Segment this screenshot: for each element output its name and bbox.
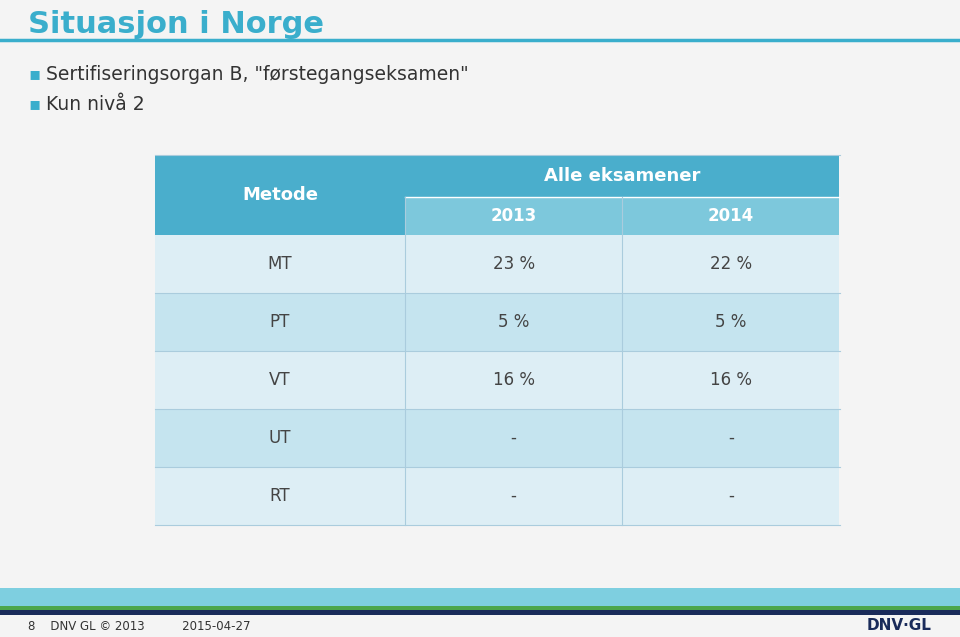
Bar: [155, 155, 405, 235]
Text: 23 %: 23 %: [492, 255, 535, 273]
Bar: [405, 409, 622, 467]
Text: 16 %: 16 %: [492, 371, 535, 389]
Text: -: -: [511, 429, 516, 447]
Bar: [405, 235, 622, 293]
Text: PT: PT: [270, 313, 290, 331]
Text: Kun nivå 2: Kun nivå 2: [46, 95, 145, 114]
Bar: [622, 409, 839, 467]
Text: -: -: [511, 487, 516, 505]
Bar: [405, 293, 622, 351]
Bar: [0, 588, 960, 606]
Text: Sertifiseringsorgan B, "førstegangseksamen": Sertifiseringsorgan B, "førstegangseksam…: [46, 65, 468, 84]
Bar: [622, 197, 839, 235]
Text: MT: MT: [268, 255, 293, 273]
Bar: [0, 610, 960, 615]
Bar: [0, 615, 960, 637]
Text: 5 %: 5 %: [498, 313, 529, 331]
Text: 2013: 2013: [491, 207, 537, 225]
Bar: [155, 351, 405, 409]
Bar: [622, 235, 839, 293]
Bar: [405, 197, 622, 235]
Bar: [155, 467, 405, 525]
Text: UT: UT: [269, 429, 291, 447]
Text: 5 %: 5 %: [715, 313, 747, 331]
Text: 8    DNV GL © 2013          2015-04-27: 8 DNV GL © 2013 2015-04-27: [28, 620, 251, 633]
Text: ▪: ▪: [28, 95, 40, 113]
Bar: [0, 606, 960, 610]
Text: RT: RT: [270, 487, 290, 505]
Text: -: -: [728, 487, 733, 505]
Bar: [405, 351, 622, 409]
Text: 22 %: 22 %: [709, 255, 752, 273]
Text: 16 %: 16 %: [709, 371, 752, 389]
Text: DNV·GL: DNV·GL: [867, 619, 932, 634]
Bar: [622, 351, 839, 409]
Text: 2014: 2014: [708, 207, 754, 225]
Text: Situasjon i Norge: Situasjon i Norge: [28, 10, 324, 39]
Bar: [155, 409, 405, 467]
Text: ▪: ▪: [28, 65, 40, 83]
Text: VT: VT: [269, 371, 291, 389]
Bar: [622, 293, 839, 351]
Bar: [155, 293, 405, 351]
Text: Metode: Metode: [242, 186, 318, 204]
Bar: [155, 235, 405, 293]
Bar: [405, 155, 839, 197]
Bar: [622, 467, 839, 525]
Text: -: -: [728, 429, 733, 447]
Text: Alle eksamener: Alle eksamener: [544, 167, 701, 185]
Bar: [405, 467, 622, 525]
